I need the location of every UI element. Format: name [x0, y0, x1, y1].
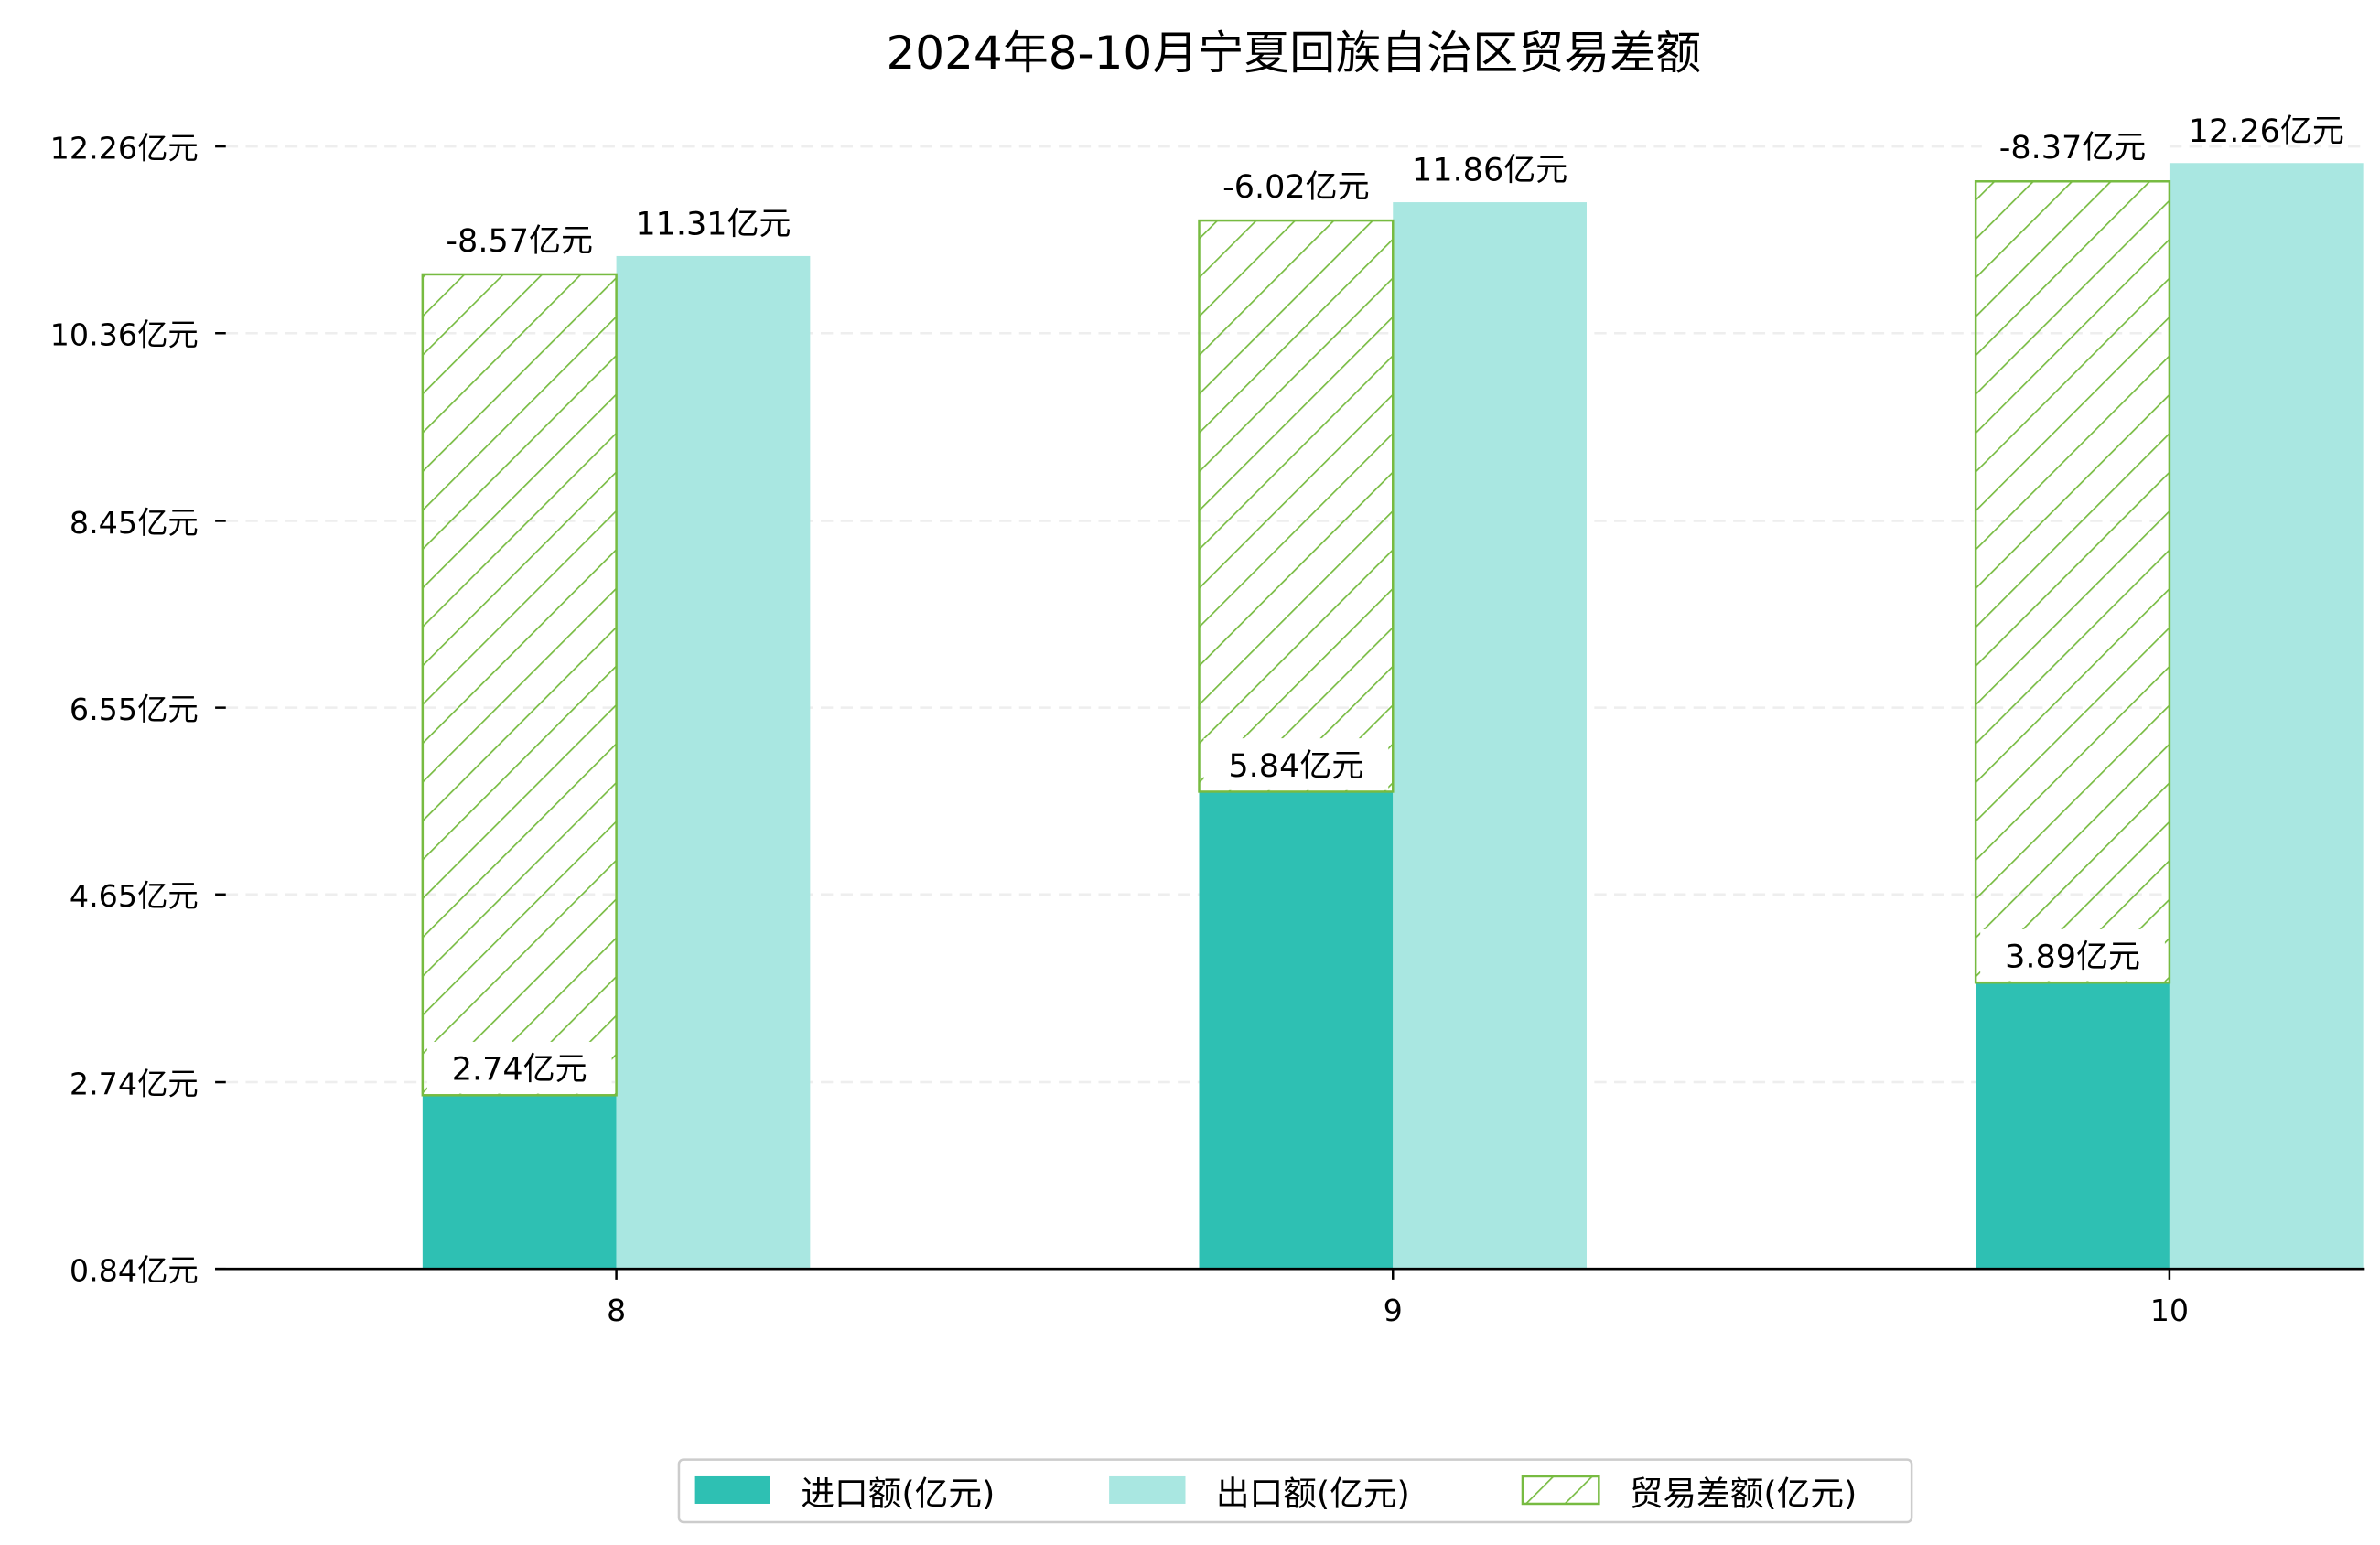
- data-label-balance: -8.37亿元: [1999, 130, 2147, 166]
- x-tick-label: 10: [2150, 1293, 2189, 1328]
- y-tick-label: 6.55亿元: [70, 692, 199, 727]
- data-label-export: 11.86亿元: [1412, 153, 1567, 189]
- data-label-export: 11.31亿元: [635, 207, 791, 243]
- data-label-import: 3.89亿元: [2005, 939, 2140, 976]
- y-tick-label: 12.26亿元: [50, 130, 199, 166]
- bar-export: [616, 255, 811, 1270]
- y-tick-label: 0.84亿元: [70, 1253, 199, 1289]
- data-label-balance: -6.02亿元: [1222, 169, 1370, 206]
- legend-swatch-import: [694, 1475, 770, 1504]
- x-tick-label: 8: [607, 1293, 626, 1328]
- label-bg: [428, 219, 610, 272]
- bar-import: [1199, 791, 1394, 1270]
- data-label-balance: -8.57亿元: [446, 223, 593, 260]
- bar-export: [1393, 202, 1587, 1270]
- y-tick-label: 10.36亿元: [50, 317, 199, 353]
- y-tick-label: 4.65亿元: [70, 878, 199, 914]
- legend-swatch-balance: [1521, 1475, 1600, 1506]
- legend-label-export: 出口额(亿元): [1216, 1475, 1410, 1514]
- label-bg: [1203, 738, 1389, 790]
- bar-export: [2169, 163, 2364, 1270]
- bar-balance: [1198, 219, 1395, 793]
- bar-balance: [1974, 180, 2171, 984]
- bar-import: [422, 1095, 617, 1270]
- bar-import: [1976, 982, 2170, 1270]
- label-bg: [1205, 166, 1387, 218]
- data-label-import: 5.84亿元: [1228, 748, 1363, 785]
- legend-swatch-export: [1109, 1475, 1186, 1504]
- bar-balance: [421, 273, 618, 1097]
- data-label-import: 2.74亿元: [452, 1052, 587, 1089]
- legend-label-import: 进口额(亿元): [801, 1475, 995, 1514]
- label-bg: [1981, 126, 2164, 178]
- label-bg: [426, 1041, 612, 1094]
- legend-label-balance: 贸易差额(亿元): [1630, 1475, 1858, 1514]
- y-tick-label: 8.45亿元: [70, 505, 199, 541]
- data-label-export: 12.26亿元: [2189, 113, 2344, 150]
- label-bg: [1980, 928, 2165, 982]
- chart-title: 2024年8-10月宁夏回族自治区贸易差额: [887, 27, 1702, 80]
- legend: 进口额(亿元) 出口额(亿元) 贸易差额(亿元): [677, 1458, 1913, 1524]
- y-tick-label: 2.74亿元: [70, 1066, 199, 1101]
- x-tick-label: 9: [1384, 1293, 1403, 1328]
